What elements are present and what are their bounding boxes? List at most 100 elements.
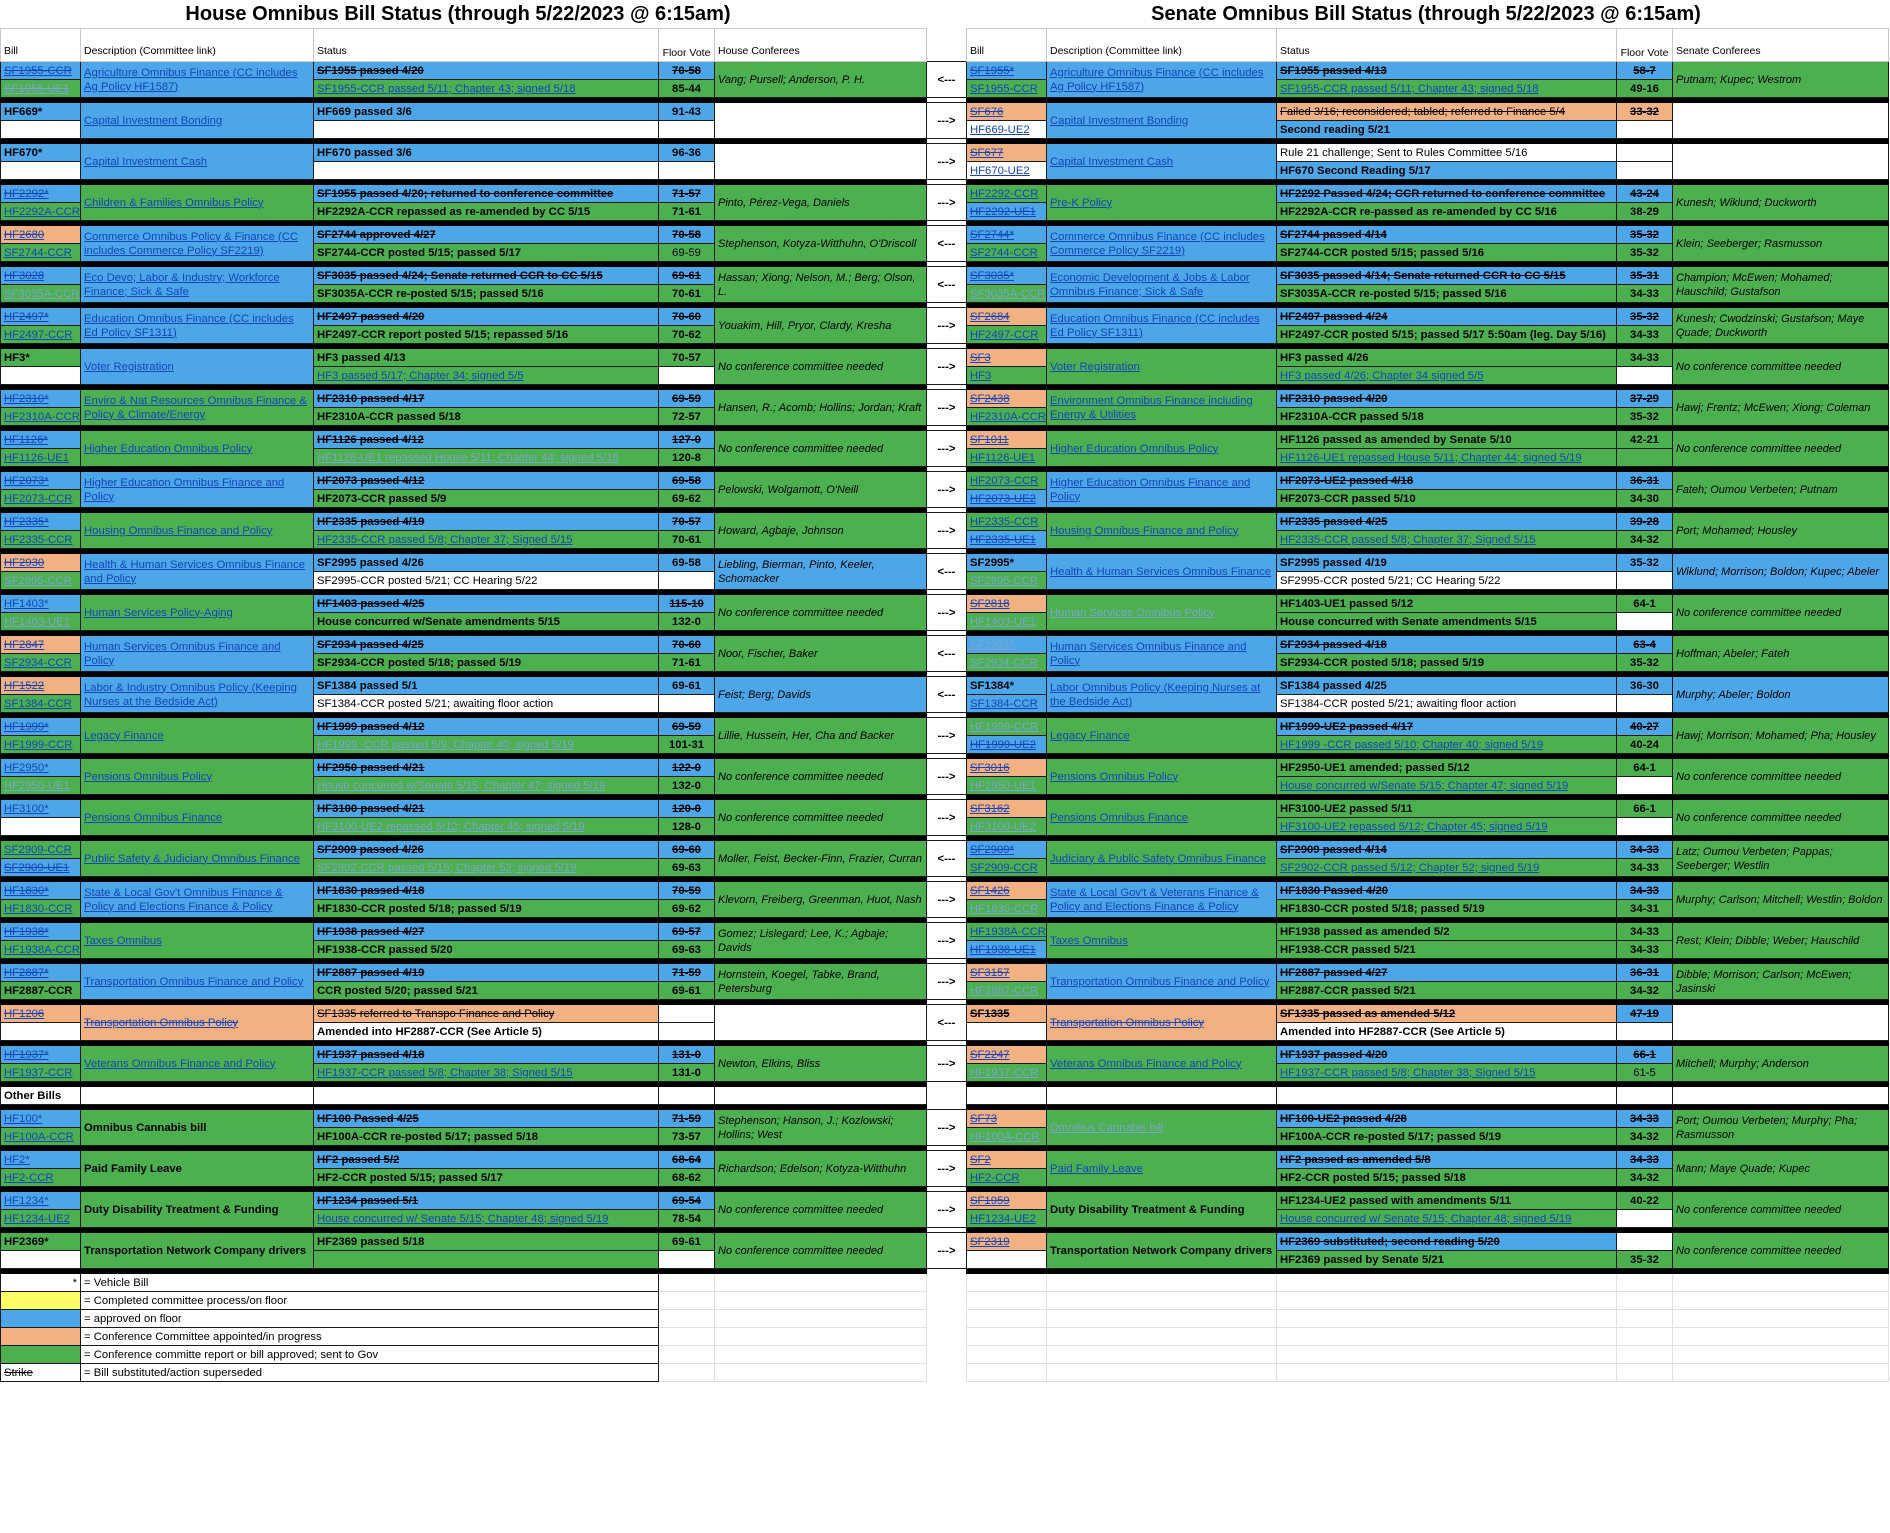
senate-bill-cell[interactable]: HF1999-CCR	[966, 717, 1047, 736]
senate-description-cell[interactable]: Pensions Omnibus Finance	[1046, 799, 1277, 836]
house-bill-cell[interactable]: HF2887*	[0, 963, 81, 982]
house-bill-cell[interactable]: HF1999*	[0, 717, 81, 736]
senate-bill-cell[interactable]: HF2292-UE1	[966, 202, 1047, 221]
house-description-cell[interactable]: Housing Omnibus Finance and Policy	[80, 512, 314, 549]
house-bill-cell[interactable]: HF2073*	[0, 471, 81, 490]
senate-bill-cell[interactable]: SF1955*	[966, 61, 1047, 80]
house-bill-cell[interactable]: HF2310A-CCR	[0, 407, 81, 426]
senate-bill-cell[interactable]: HF2073-CCR	[966, 471, 1047, 490]
house-bill-cell[interactable]: HF1403*	[0, 594, 81, 613]
senate-status-cell[interactable]: HF1126-UE1 repassed House 5/11; Chapter …	[1276, 448, 1617, 467]
senate-bill-cell[interactable]: SF2744*	[966, 225, 1047, 244]
senate-bill-cell[interactable]: SF2319	[966, 1232, 1047, 1251]
house-bill-cell[interactable]: HF2292A-CCR	[0, 202, 81, 221]
house-bill-cell[interactable]: HF2950-UE1	[0, 776, 81, 795]
house-bill-cell[interactable]: HF2497*	[0, 307, 81, 326]
house-bill-cell[interactable]: HF2930	[0, 553, 81, 572]
house-bill-cell[interactable]: HF2847	[0, 635, 81, 654]
house-bill-cell[interactable]: SF1955-UE1	[0, 79, 81, 98]
house-bill-cell[interactable]: HF2680	[0, 225, 81, 244]
senate-bill-cell[interactable]: HF1126-UE1	[966, 448, 1047, 467]
senate-description-cell[interactable]: Labor Omnibus Policy (Keeping Nurses at …	[1046, 676, 1277, 713]
house-bill-cell[interactable]: HF1126-UE1	[0, 448, 81, 467]
house-bill-cell[interactable]: HF3028	[0, 266, 81, 285]
senate-bill-cell[interactable]: SF1384-CCR	[966, 694, 1047, 713]
senate-status-cell[interactable]: House concurred w/ Senate 5/15; Chapter …	[1276, 1209, 1617, 1228]
house-description-cell[interactable]: Taxes Omnibus	[80, 922, 314, 959]
senate-bill-cell[interactable]: SF2684	[966, 307, 1047, 326]
senate-bill-cell[interactable]: HF1937-CCR	[966, 1063, 1047, 1082]
senate-bill-cell[interactable]: SF2934*	[966, 635, 1047, 654]
senate-description-cell[interactable]: Taxes Omnibus	[1046, 922, 1277, 959]
senate-status-cell[interactable]: SF1955-CCR passed 5/11; Chapter 43; sign…	[1276, 79, 1617, 98]
house-bill-cell[interactable]: HF2497-CCR	[0, 325, 81, 344]
senate-description-cell[interactable]: Voter Registration	[1046, 348, 1277, 385]
senate-bill-cell[interactable]: HF2292-CCR	[966, 184, 1047, 203]
house-description-cell[interactable]: Higher Education Omnibus Finance and Pol…	[80, 471, 314, 508]
senate-bill-cell[interactable]: HF669-UE2	[966, 120, 1047, 139]
house-description-cell[interactable]: Commerce Omnibus Policy & Finance (CC in…	[80, 225, 314, 262]
senate-status-cell[interactable]: HF2335-CCR passed 5/8; Chapter 37; Signe…	[1276, 530, 1617, 549]
senate-description-cell[interactable]: Capital Investment Bonding	[1046, 102, 1277, 139]
house-bill-cell[interactable]: SF1384-CCR	[0, 694, 81, 713]
house-bill-cell[interactable]: HF1234*	[0, 1191, 81, 1210]
house-bill-cell[interactable]: HF1999-CCR	[0, 735, 81, 754]
house-description-cell[interactable]: Voter Registration	[80, 348, 314, 385]
senate-bill-cell[interactable]: SF2247	[966, 1045, 1047, 1064]
house-bill-cell[interactable]: HF1522	[0, 676, 81, 695]
senate-bill-cell[interactable]: SF2909-CCR	[966, 858, 1047, 877]
house-bill-cell[interactable]: HF1126*	[0, 430, 81, 449]
senate-bill-cell[interactable]: SF677	[966, 143, 1047, 162]
senate-bill-cell[interactable]: HF670-UE2	[966, 161, 1047, 180]
house-description-cell[interactable]: State & Local Gov't Omnibus Finance & Po…	[80, 881, 314, 918]
house-status-cell[interactable]: HF2335-CCR passed 5/8; Chapter 37; Signe…	[313, 530, 659, 549]
house-bill-cell[interactable]: HF2-CCR	[0, 1168, 81, 1187]
house-description-cell[interactable]: Legacy Finance	[80, 717, 314, 754]
house-bill-cell[interactable]: HF1830-CCR	[0, 899, 81, 918]
senate-description-cell[interactable]: Paid Family Leave	[1046, 1150, 1277, 1187]
senate-bill-cell[interactable]: SF1426	[966, 881, 1047, 900]
senate-description-cell[interactable]: Transportation Omnibus Finance and Polic…	[1046, 963, 1277, 1000]
house-description-cell[interactable]: Higher Education Omnibus Policy	[80, 430, 314, 467]
senate-description-cell[interactable]: Pensions Omnibus Policy	[1046, 758, 1277, 795]
senate-description-cell[interactable]: Transportation Omnibus Policy	[1046, 1004, 1277, 1041]
senate-description-cell[interactable]: Human Services Omnibus Policy	[1046, 594, 1277, 631]
senate-bill-cell[interactable]: HF2497-CCR	[966, 325, 1047, 344]
house-bill-cell[interactable]: HF2073-CCR	[0, 489, 81, 508]
house-bill-cell[interactable]: HF2292*	[0, 184, 81, 203]
house-description-cell[interactable]: Education Omnibus Finance (CC includes E…	[80, 307, 314, 344]
senate-bill-cell[interactable]: SF1011	[966, 430, 1047, 449]
senate-bill-cell[interactable]: HF2-CCR	[966, 1168, 1047, 1187]
house-bill-cell[interactable]: HF1938*	[0, 922, 81, 941]
senate-status-cell[interactable]: House concurred w/Senate 5/15; Chapter 4…	[1276, 776, 1617, 795]
house-bill-cell[interactable]: HF2335*	[0, 512, 81, 531]
house-description-cell[interactable]: Health & Human Services Omnibus Finance …	[80, 553, 314, 590]
senate-description-cell[interactable]: Veterans Omnibus Finance and Policy	[1046, 1045, 1277, 1082]
house-status-cell[interactable]: HF1999 -CCR passed 5/9; Chapter 40; sign…	[313, 735, 659, 754]
senate-status-cell[interactable]: HF1999 -CCR passed 5/10; Chapter 40; sig…	[1276, 735, 1617, 754]
senate-bill-cell[interactable]: HF1830-CCR	[966, 899, 1047, 918]
house-bill-cell[interactable]: SF2995-CCR	[0, 571, 81, 590]
senate-bill-cell[interactable]: SF676	[966, 102, 1047, 121]
senate-bill-cell[interactable]: SF2744-CCR	[966, 243, 1047, 262]
house-bill-cell[interactable]: HF1206	[0, 1004, 81, 1023]
house-status-cell[interactable]: HF3100-UE2 repassed 5/12; Chapter 45; si…	[313, 817, 659, 836]
house-description-cell[interactable]: Human Services Policy-Aging	[80, 594, 314, 631]
house-bill-cell[interactable]: HF1830*	[0, 881, 81, 900]
senate-bill-cell[interactable]: SF2	[966, 1150, 1047, 1169]
house-description-cell[interactable]: Children & Families Omnibus Policy	[80, 184, 314, 221]
senate-description-cell[interactable]: Economic Development & Jobs & Labor Omni…	[1046, 266, 1277, 303]
senate-description-cell[interactable]: State & Local Gov't & Veterans Finance &…	[1046, 881, 1277, 918]
senate-description-cell[interactable]: Education Omnibus Finance (CC includes E…	[1046, 307, 1277, 344]
house-description-cell[interactable]: Veterans Omnibus Finance and Policy	[80, 1045, 314, 1082]
senate-description-cell[interactable]: Commerce Omnibus Finance (CC includes Co…	[1046, 225, 1277, 262]
senate-bill-cell[interactable]: HF1938-UE1	[966, 940, 1047, 959]
senate-bill-cell[interactable]: HF1234-UE2	[966, 1209, 1047, 1228]
senate-description-cell[interactable]: Judiciary & Public Safety Omnibus Financ…	[1046, 840, 1277, 877]
senate-description-cell[interactable]: Environment Omnibus Finance including En…	[1046, 389, 1277, 426]
senate-bill-cell[interactable]: SF3157	[966, 963, 1047, 982]
senate-description-cell[interactable]: Omnibus Cannabis bill	[1046, 1109, 1277, 1146]
senate-bill-cell[interactable]: SF2909*	[966, 840, 1047, 859]
house-description-cell[interactable]: Public Safety & Judiciary Omnibus Financ…	[80, 840, 314, 877]
house-description-cell[interactable]: Eco Devo; Labor & Industry; Workforce Fi…	[80, 266, 314, 303]
